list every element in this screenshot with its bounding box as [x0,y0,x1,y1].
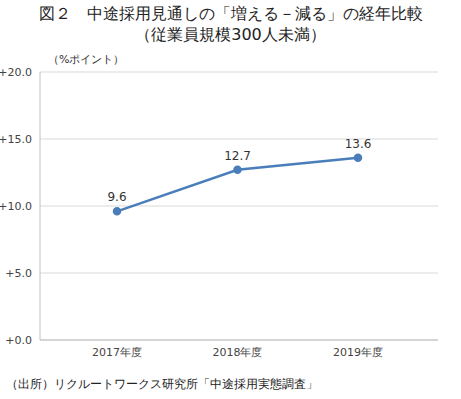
html-text:（出所）リクルートワークス研究所「中途採用実態調査」: （出所）リクルートワークス研究所「中途採用実態調査」 [6,377,318,391]
html-text:（従業員規模300人未満）: （従業員規模300人未満） [135,25,326,44]
svg-text:+5.0: +5.0 [8,267,32,280]
svg-text:2019年度: 2019年度 [333,346,383,359]
svg-text:+15.0: +15.0 [8,133,32,146]
svg-text:+20.0: +20.0 [8,66,32,79]
svg-text:2018年度: 2018年度 [213,346,263,359]
html-text:図２ 中途採用見通しの「増える－減る」の経年比較: 図２ 中途採用見通しの「増える－減る」の経年比較 [38,4,423,23]
svg-text:2017年度: 2017年度 [92,346,142,359]
svg-text:9.6: 9.6 [107,190,126,204]
svg-text:12.7: 12.7 [224,149,251,163]
svg-text:+10.0: +10.0 [8,200,32,213]
html-text:（%ポイント）: （%ポイント） [48,53,125,66]
svg-text:+0.0: +0.0 [8,334,32,347]
svg-text:13.6: 13.6 [345,137,372,151]
